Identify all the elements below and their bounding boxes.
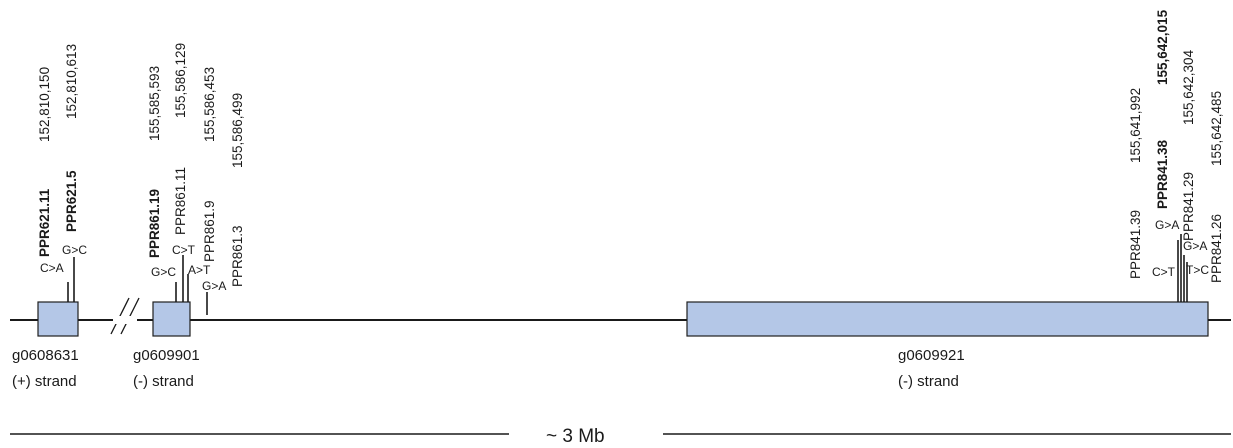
variant-name: PPR861.3	[230, 225, 245, 287]
exon-g0608631	[37, 301, 79, 337]
variant-position: 155,585,593	[147, 66, 162, 141]
exon-g0609901	[152, 301, 191, 337]
scale-label: ~ 3 Mb	[546, 426, 605, 447]
variant-position: 155,642,015	[1155, 9, 1170, 85]
mutation-label: G>A	[202, 279, 226, 293]
strand-label: (-) strand	[898, 373, 959, 390]
variant-position: 152,810,150	[37, 67, 52, 142]
mutation-label: G>C	[62, 243, 87, 257]
mutation-label: C>A	[40, 261, 64, 275]
variant-name: PPR841.29	[1181, 172, 1196, 241]
strand-label: (-) strand	[133, 373, 194, 390]
variant-position: 155,642,485	[1209, 91, 1224, 166]
mutation-label: C>T	[1152, 265, 1176, 279]
variant-position: 155,642,304	[1181, 49, 1196, 125]
variant-name: PPR621.11	[37, 188, 52, 257]
variant-position: 152,810,613	[64, 44, 79, 119]
variant-markers: C>A PPR621.11 152,810,150 G>C PPR621.5 152,81…	[37, 9, 1224, 315]
gene-label: g0609901	[133, 347, 200, 364]
gene-label: g0609921	[898, 347, 965, 364]
variant-name: PPR621.5	[64, 170, 79, 232]
mutation-label: A>T	[188, 263, 211, 277]
variant-name: PPR861.9	[202, 200, 217, 262]
gene-label: g0608631	[12, 347, 79, 364]
mutation-label: T>C	[1186, 263, 1209, 277]
variant-name: PPR841.26	[1209, 214, 1224, 283]
variant-position: 155,586,453	[202, 67, 217, 142]
exon-g0609921	[686, 301, 1209, 337]
variant-name: PPR841.39	[1128, 210, 1143, 279]
variant-position: 155,586,499	[230, 93, 245, 168]
variant-name: PPR861.19	[147, 189, 162, 258]
break-gap	[113, 316, 137, 324]
variant-position: 155,586,129	[173, 43, 188, 118]
mutation-label: G>C	[151, 265, 176, 279]
strand-label: (+) strand	[12, 373, 77, 390]
mutation-label: G>A	[1183, 239, 1207, 253]
variant-position: 155,641,992	[1128, 88, 1143, 163]
variant-name: PPR861.11	[173, 167, 188, 235]
variant-name: PPR841.38	[1155, 139, 1170, 209]
mutation-label: G>A	[1155, 218, 1179, 232]
mutation-label: C>T	[172, 243, 196, 257]
